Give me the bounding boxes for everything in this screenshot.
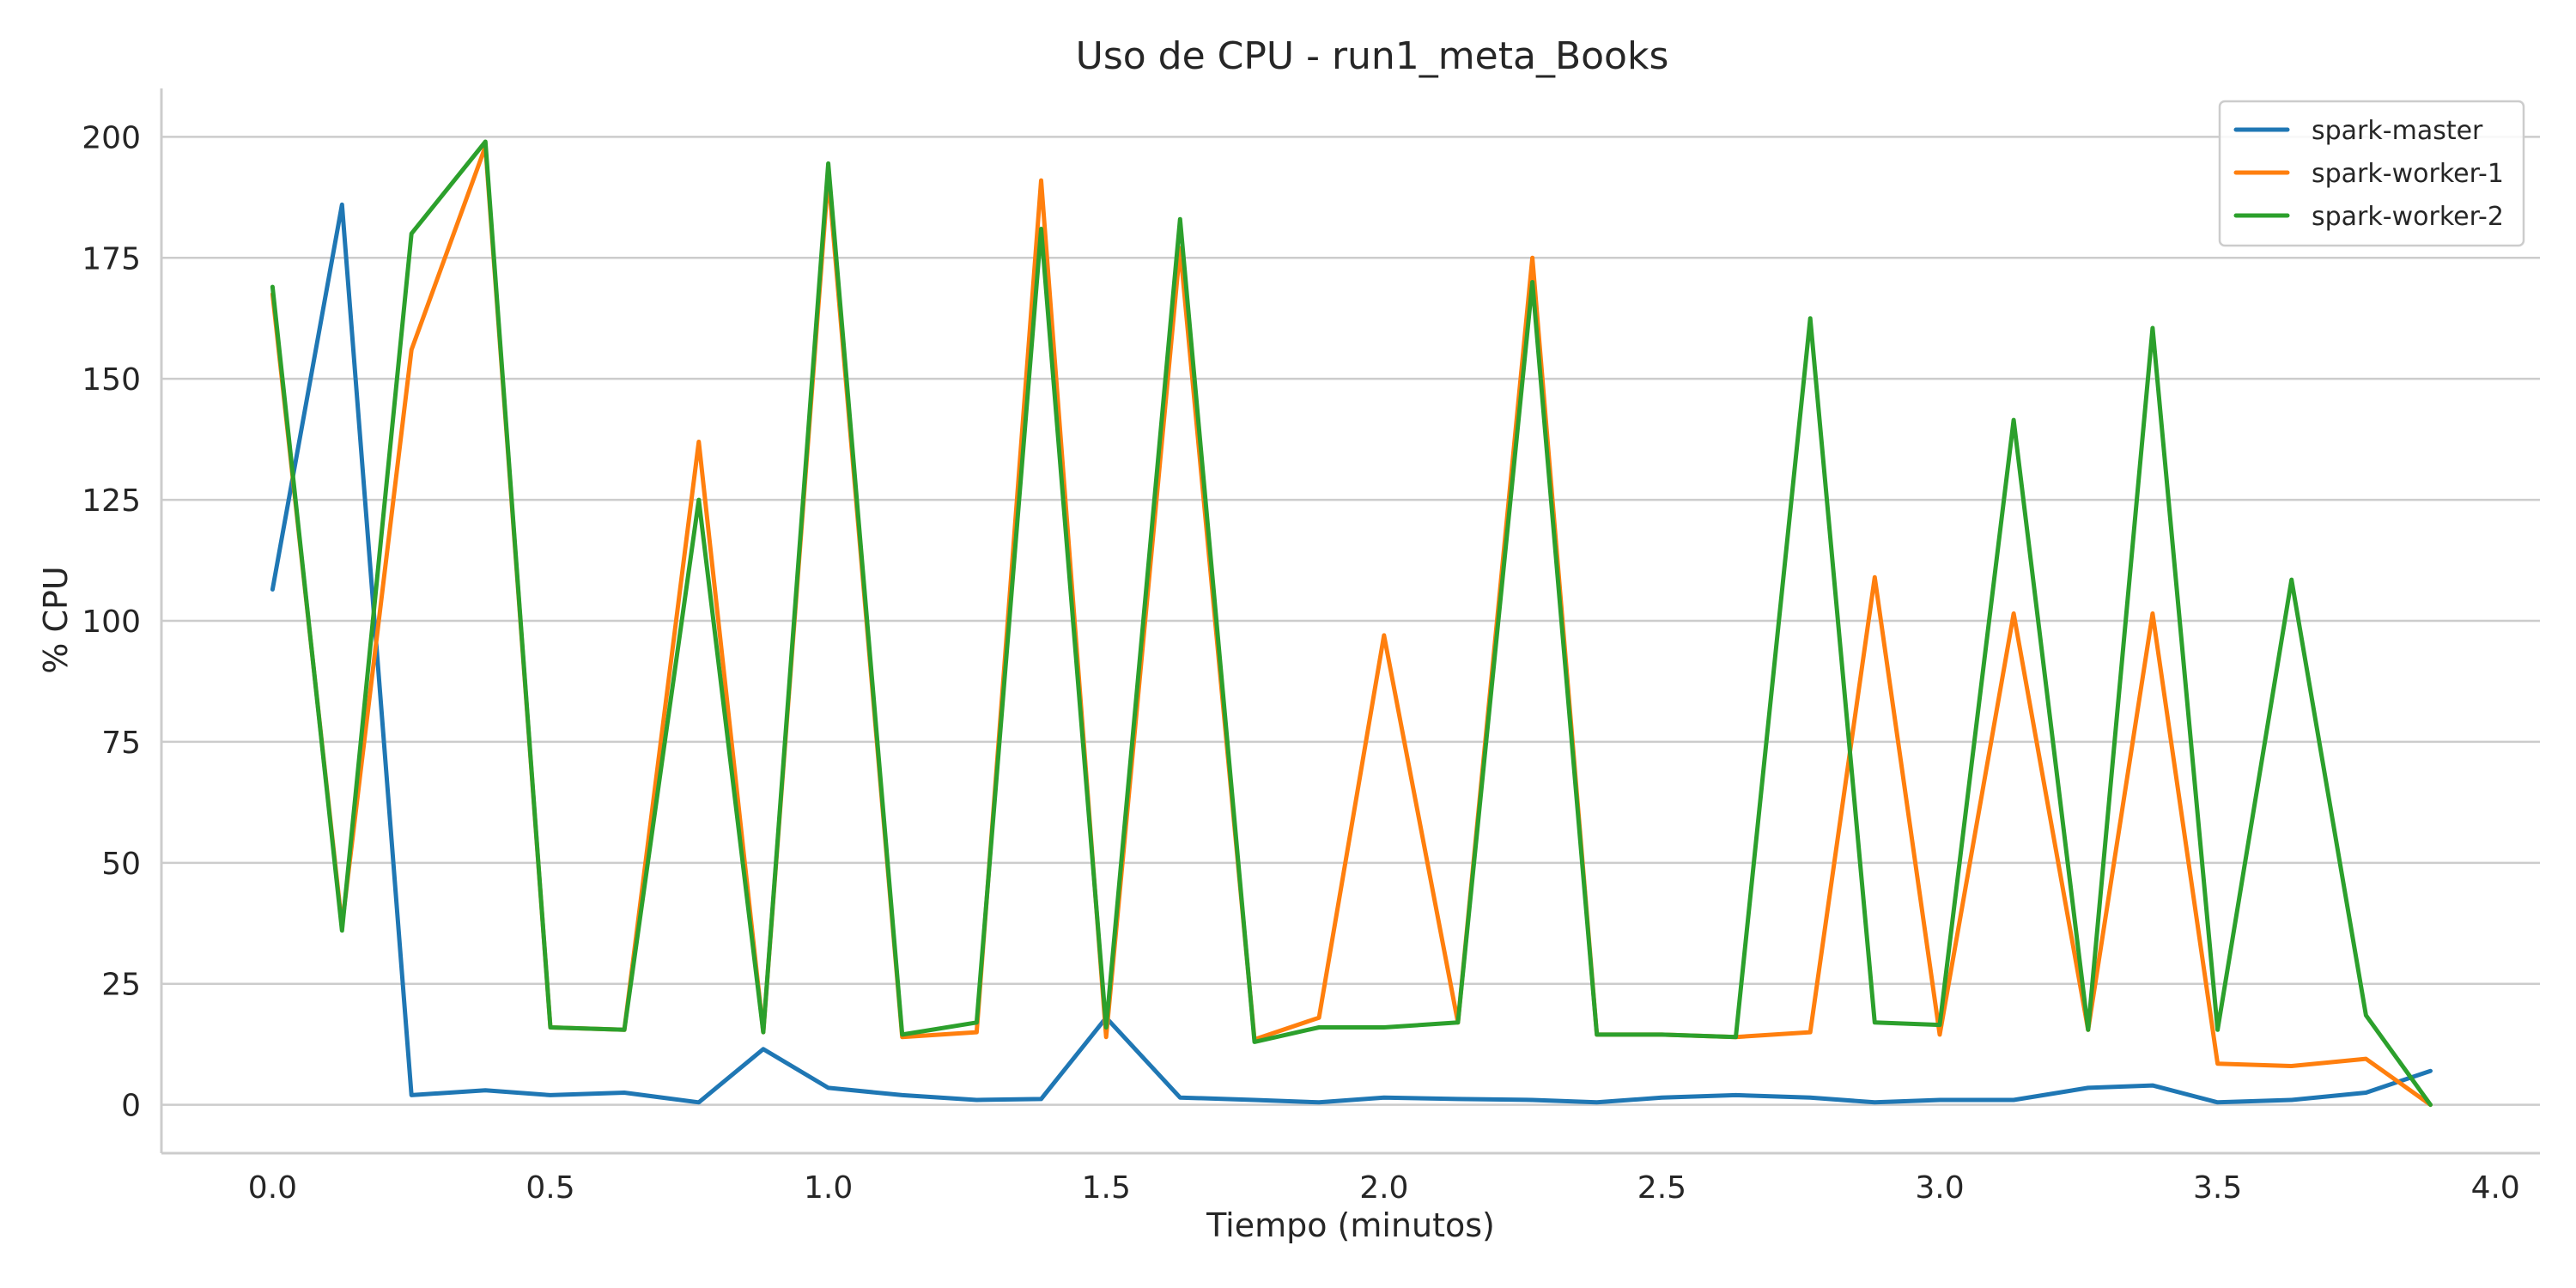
grid-lines (161, 136, 2540, 1106)
series-line-spark-worker-1 (270, 144, 2433, 1108)
x-tick-label: 1.0 (804, 1170, 853, 1206)
x-tick-label: 4.0 (2471, 1170, 2520, 1206)
y-tick-label: 125 (82, 483, 141, 519)
x-tick-label: 3.5 (2193, 1170, 2242, 1206)
y-tick-label: 175 (82, 241, 141, 276)
y-tick-label: 50 (101, 847, 141, 882)
series-line-spark-master (270, 202, 2433, 1105)
y-tick-label: 0 (121, 1089, 141, 1124)
legend: spark-master spark-worker-1 spark-worker-2 (2218, 100, 2525, 247)
legend-label: spark-master (2312, 116, 2483, 146)
x-axis-label: Tiempo (minutos) (1206, 1206, 1495, 1244)
y-tick-label: 75 (101, 726, 141, 761)
legend-label: spark-worker-2 (2312, 202, 2504, 232)
y-tick-label: 25 (101, 968, 141, 1003)
x-tick-label: 2.5 (1637, 1170, 1686, 1206)
x-tick-label: 3.0 (1915, 1170, 1964, 1206)
y-axis-label: % CPU (37, 566, 75, 673)
x-tick-label: 2.0 (1359, 1170, 1408, 1206)
legend-frame (2218, 100, 2525, 247)
y-tick-label: 150 (82, 362, 141, 398)
series-lines (270, 139, 2433, 1108)
chart-title: Uso de CPU - run1_meta_Books (1076, 34, 1669, 78)
series-line-spark-worker-2 (270, 139, 2433, 1108)
y-tick-label: 100 (82, 605, 141, 640)
y-tick-labels: 0 25 50 75 100 125 150 175 200 (82, 120, 141, 1123)
x-tick-label: 1.5 (1082, 1170, 1131, 1206)
y-tick-label: 200 (82, 120, 141, 155)
x-tick-labels: 0.0 0.5 1.0 1.5 2.0 2.5 3.0 3.5 4.0 (248, 1170, 2520, 1206)
x-tick-label: 0.5 (526, 1170, 574, 1206)
x-tick-label: 0.0 (248, 1170, 297, 1206)
legend-label: spark-worker-1 (2312, 159, 2504, 189)
